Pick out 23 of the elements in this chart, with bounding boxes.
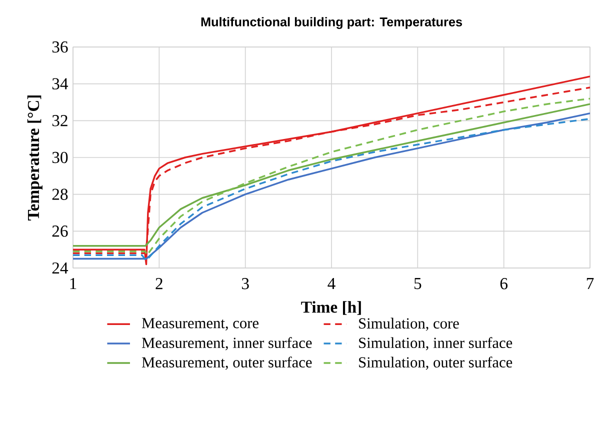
legend-label: Measurement, core (142, 318, 258, 330)
legend-label: Simulation, core (359, 318, 459, 331)
y-tick-label: 36 (52, 41, 68, 53)
legend-label: Simulation, outer surface (359, 356, 512, 370)
y-tick-label: 28 (52, 188, 68, 200)
x-tick-label: 6 (500, 278, 508, 290)
x-tick-label: 7 (586, 278, 594, 289)
legend-label: Measurement, inner surface (142, 337, 312, 350)
legend-label: Measurement, outer surface (142, 356, 312, 370)
x-axis-title: Time [h] (301, 301, 361, 315)
y-tick-label: 34 (52, 78, 68, 90)
x-tick-label: 5 (414, 278, 422, 290)
x-tick-label: 3 (242, 278, 249, 290)
x-tick-label: 2 (156, 278, 162, 290)
y-tick-label: 24 (52, 262, 68, 274)
chart-title: Multifunctional building part: Temperatures (201, 17, 462, 29)
x-tick-label: 4 (328, 278, 336, 290)
x-tick-label: 1 (70, 278, 76, 290)
y-tick-label: 32 (52, 115, 68, 126)
y-tick-label: 30 (52, 152, 68, 164)
y-axis-title: Temperature [°C] (27, 95, 42, 221)
legend-label: Simulation, inner surface (359, 337, 512, 350)
y-tick-label: 26 (52, 226, 68, 237)
